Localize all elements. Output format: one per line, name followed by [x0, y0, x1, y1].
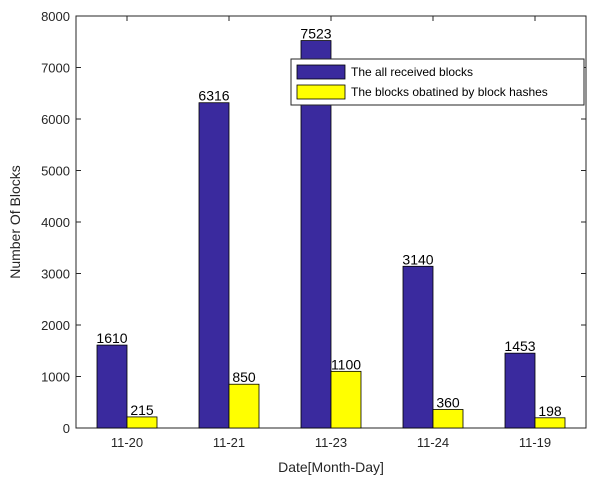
x-tick-label: 11-20 [111, 435, 143, 450]
data-label: 1453 [504, 338, 535, 354]
legend: The all received blocks The blocks obatin… [290, 58, 585, 106]
y-tick-label: 4000 [41, 215, 70, 230]
y-tick-label: 0 [63, 421, 70, 436]
legend-swatch [296, 84, 346, 100]
data-label: 6316 [198, 88, 229, 104]
x-axis-label: Date[Month-Day] [278, 459, 384, 475]
x-tick-label: 11-24 [417, 435, 449, 450]
bar-by-hash [534, 417, 566, 429]
y-tick-label: 5000 [41, 164, 70, 179]
data-label: 850 [232, 369, 256, 385]
bar-received [198, 102, 230, 429]
y-tick-label: 6000 [41, 112, 70, 127]
x-tick-label: 11-19 [519, 435, 551, 450]
data-label: 198 [538, 403, 562, 419]
y-tick-label: 3000 [41, 267, 70, 282]
y-tick-label: 2000 [41, 318, 70, 333]
data-label: 215 [130, 402, 154, 418]
x-tick-label: 11-23 [315, 435, 347, 450]
bar-received [402, 265, 434, 429]
y-tick-label: 1000 [41, 370, 70, 385]
bar-by-hash [126, 416, 158, 429]
bar-received [96, 344, 128, 429]
y-axis-label: Number Of Blocks [7, 165, 23, 279]
bar-by-hash [228, 383, 260, 429]
bar-by-hash [432, 409, 464, 429]
x-axis: 11-20 11-21 11-23 11-24 11-19 [111, 16, 551, 450]
y-tick-label: 8000 [41, 9, 70, 24]
x-tick-label: 11-21 [213, 435, 245, 450]
legend-entry-label: The all received blocks [351, 65, 473, 79]
data-labels: 1610 215 6316 850 7523 1100 3140 360 1453 198 [96, 26, 561, 419]
data-label: 360 [436, 394, 460, 410]
y-tick-label: 7000 [41, 61, 70, 76]
data-label: 3140 [402, 251, 433, 267]
bar-by-hash [330, 370, 362, 429]
y-axis: 0 1000 2000 3000 4000 5000 6000 7000 8000 [41, 9, 586, 436]
legend-swatch [296, 64, 346, 80]
bar-received [504, 352, 536, 429]
data-label: 1100 [331, 356, 361, 372]
legend-entry-label: The blocks obatined by block hashes [351, 85, 548, 99]
data-label: 1610 [96, 330, 127, 346]
data-label: 7523 [300, 26, 331, 42]
